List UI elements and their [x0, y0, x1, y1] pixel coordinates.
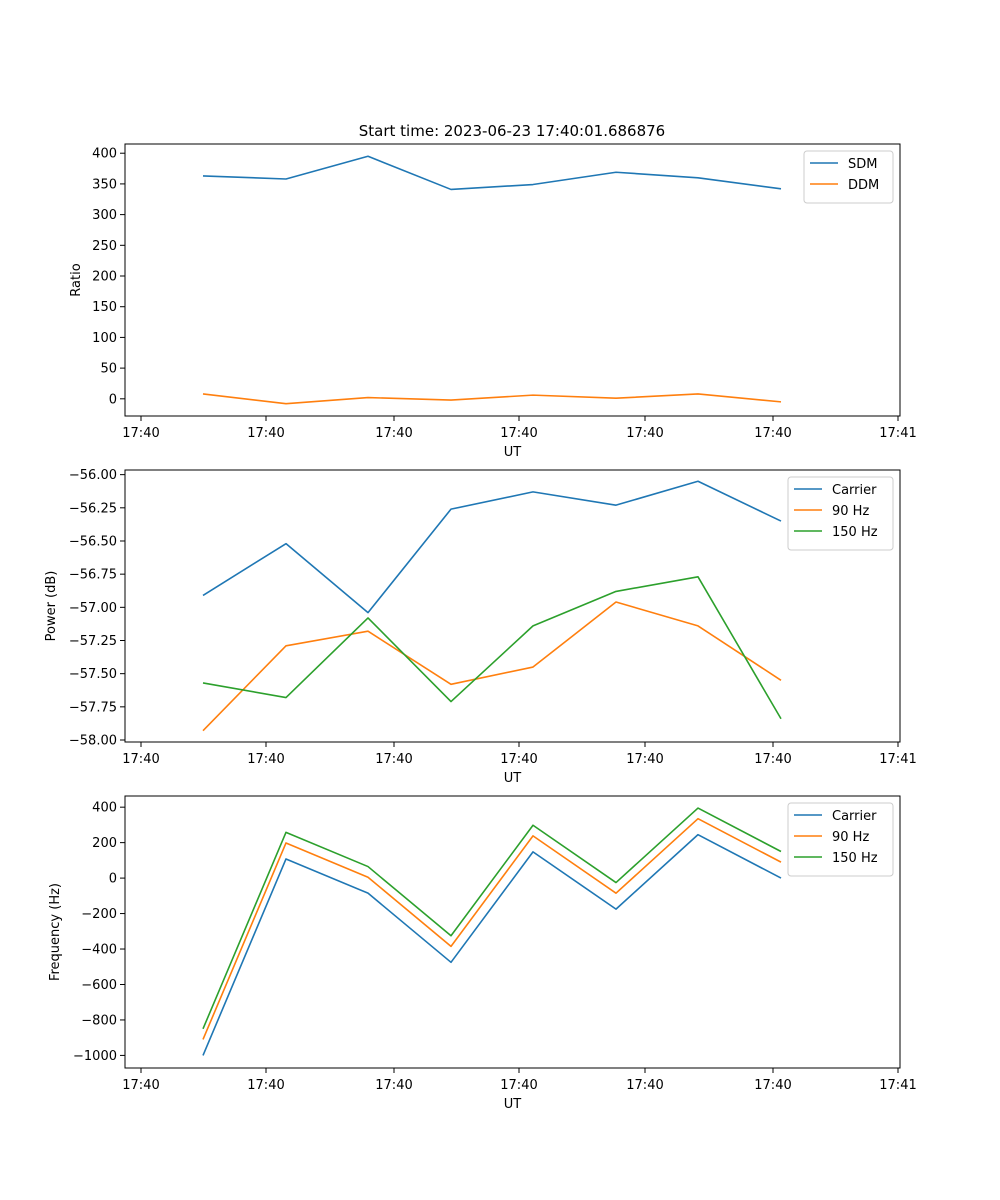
y-tick-label: −1000 [73, 1049, 117, 1064]
legend-label: SDM [848, 157, 877, 172]
x-tick-label: 17:40 [626, 752, 663, 767]
x-tick-label: 17:40 [375, 1078, 412, 1093]
x-tick-label: 17:40 [375, 752, 412, 767]
y-axis-label: Ratio [69, 263, 84, 296]
series-line-ddm [202, 393, 782, 405]
y-tick-label: −800 [81, 1013, 117, 1028]
y-tick-label: 200 [92, 836, 117, 851]
x-tick-label: 17:40 [247, 752, 284, 767]
y-axis-label: Power (dB) [44, 571, 59, 642]
chart-panel-2: −58.00 −57.75 −57.50 −57.25 −57.00 −56.75 −56.… [44, 468, 917, 786]
y-tick-label: −57.00 [69, 601, 117, 616]
x-tick-label: 17:40 [122, 1078, 159, 1093]
y-tick-label: −57.25 [69, 634, 117, 649]
axes-frame [124, 143, 901, 417]
y-tick-label: −56.75 [69, 568, 117, 583]
y-tick-label: −600 [81, 978, 117, 993]
x-axis-label: UT [504, 771, 522, 786]
y-axis-label: Frequency (Hz) [48, 883, 63, 981]
x-tick-label: 17:40 [500, 426, 537, 441]
x-tick-label: 17:41 [879, 752, 916, 767]
legend: SDM DDM [803, 150, 894, 204]
x-tick-label: 17:41 [879, 426, 916, 441]
y-tick-label: 250 [92, 239, 117, 254]
y-tick-label: 400 [92, 801, 117, 816]
legend-label: 90 Hz [832, 504, 869, 519]
y-tick-label: 200 [92, 270, 117, 285]
x-axis-label: UT [504, 445, 522, 460]
x-axis-label: UT [504, 1097, 522, 1112]
series-line-sdm [202, 155, 782, 191]
legend: Carrier 90 Hz 150 Hz [787, 802, 894, 877]
axes-frame [124, 469, 901, 743]
y-tick-label: −56.50 [69, 534, 117, 549]
legend-label: 150 Hz [832, 525, 878, 540]
x-tick-label: 17:40 [754, 426, 791, 441]
x-tick-label: 17:40 [122, 752, 159, 767]
legend-label: 90 Hz [832, 830, 869, 845]
x-tick-label: 17:40 [626, 426, 663, 441]
y-tick-label: 50 [100, 362, 117, 377]
y-tick-label: −56.00 [69, 468, 117, 483]
y-tick-label: −56.25 [69, 501, 117, 516]
series-line-150-hz [202, 576, 782, 720]
x-tick-label: 17:40 [626, 1078, 663, 1093]
legend-label: 150 Hz [832, 851, 878, 866]
x-tick-label: 17:40 [500, 752, 537, 767]
legend-label: DDM [848, 178, 879, 193]
legend-box [803, 150, 894, 204]
figure-title: Start time: 2023-06-23 17:40:01.686876 [359, 122, 665, 140]
y-tick-label: −200 [81, 907, 117, 922]
y-tick-label: −57.75 [69, 700, 117, 715]
x-tick-label: 17:40 [247, 1078, 284, 1093]
y-tick-label: 100 [92, 331, 117, 346]
series-line-carrier [202, 480, 782, 614]
y-tick-label: 300 [92, 208, 117, 223]
series-line-90-hz [202, 601, 782, 732]
series-line-150-hz [202, 807, 782, 1030]
y-tick-label: 0 [109, 872, 117, 887]
x-tick-label: 17:40 [754, 752, 791, 767]
x-tick-label: 17:40 [375, 426, 412, 441]
x-tick-label: 17:40 [754, 1078, 791, 1093]
series-line-carrier [202, 833, 782, 1056]
y-tick-label: 0 [109, 392, 117, 407]
legend-label: Carrier [832, 809, 877, 824]
x-tick-label: 17:41 [879, 1078, 916, 1093]
chart-panel-1: 0 50 100 150 200 250 300 350 400 17:40 17:40 17:40 1… [69, 143, 917, 460]
x-tick-label: 17:40 [500, 1078, 537, 1093]
y-tick-label: −57.50 [69, 667, 117, 682]
y-tick-label: −400 [81, 943, 117, 958]
legend-label: Carrier [832, 483, 877, 498]
legend: Carrier 90 Hz 150 Hz [787, 476, 894, 551]
panels: 0 50 100 150 200 250 300 350 400 17:40 17:40 17:40 1… [44, 143, 917, 1112]
x-tick-label: 17:40 [247, 426, 284, 441]
y-tick-label: 350 [92, 177, 117, 192]
axes-frame [124, 795, 901, 1069]
chart-panel-3: −1000 −800 −600 −400 −200 0 200 400 17:40 17:40 17… [48, 795, 917, 1112]
y-tick-label: 150 [92, 300, 117, 315]
y-tick-label: −58.00 [69, 734, 117, 749]
y-tick-label: 400 [92, 147, 117, 162]
series-line-90-hz [202, 817, 782, 1040]
x-tick-label: 17:40 [122, 426, 159, 441]
